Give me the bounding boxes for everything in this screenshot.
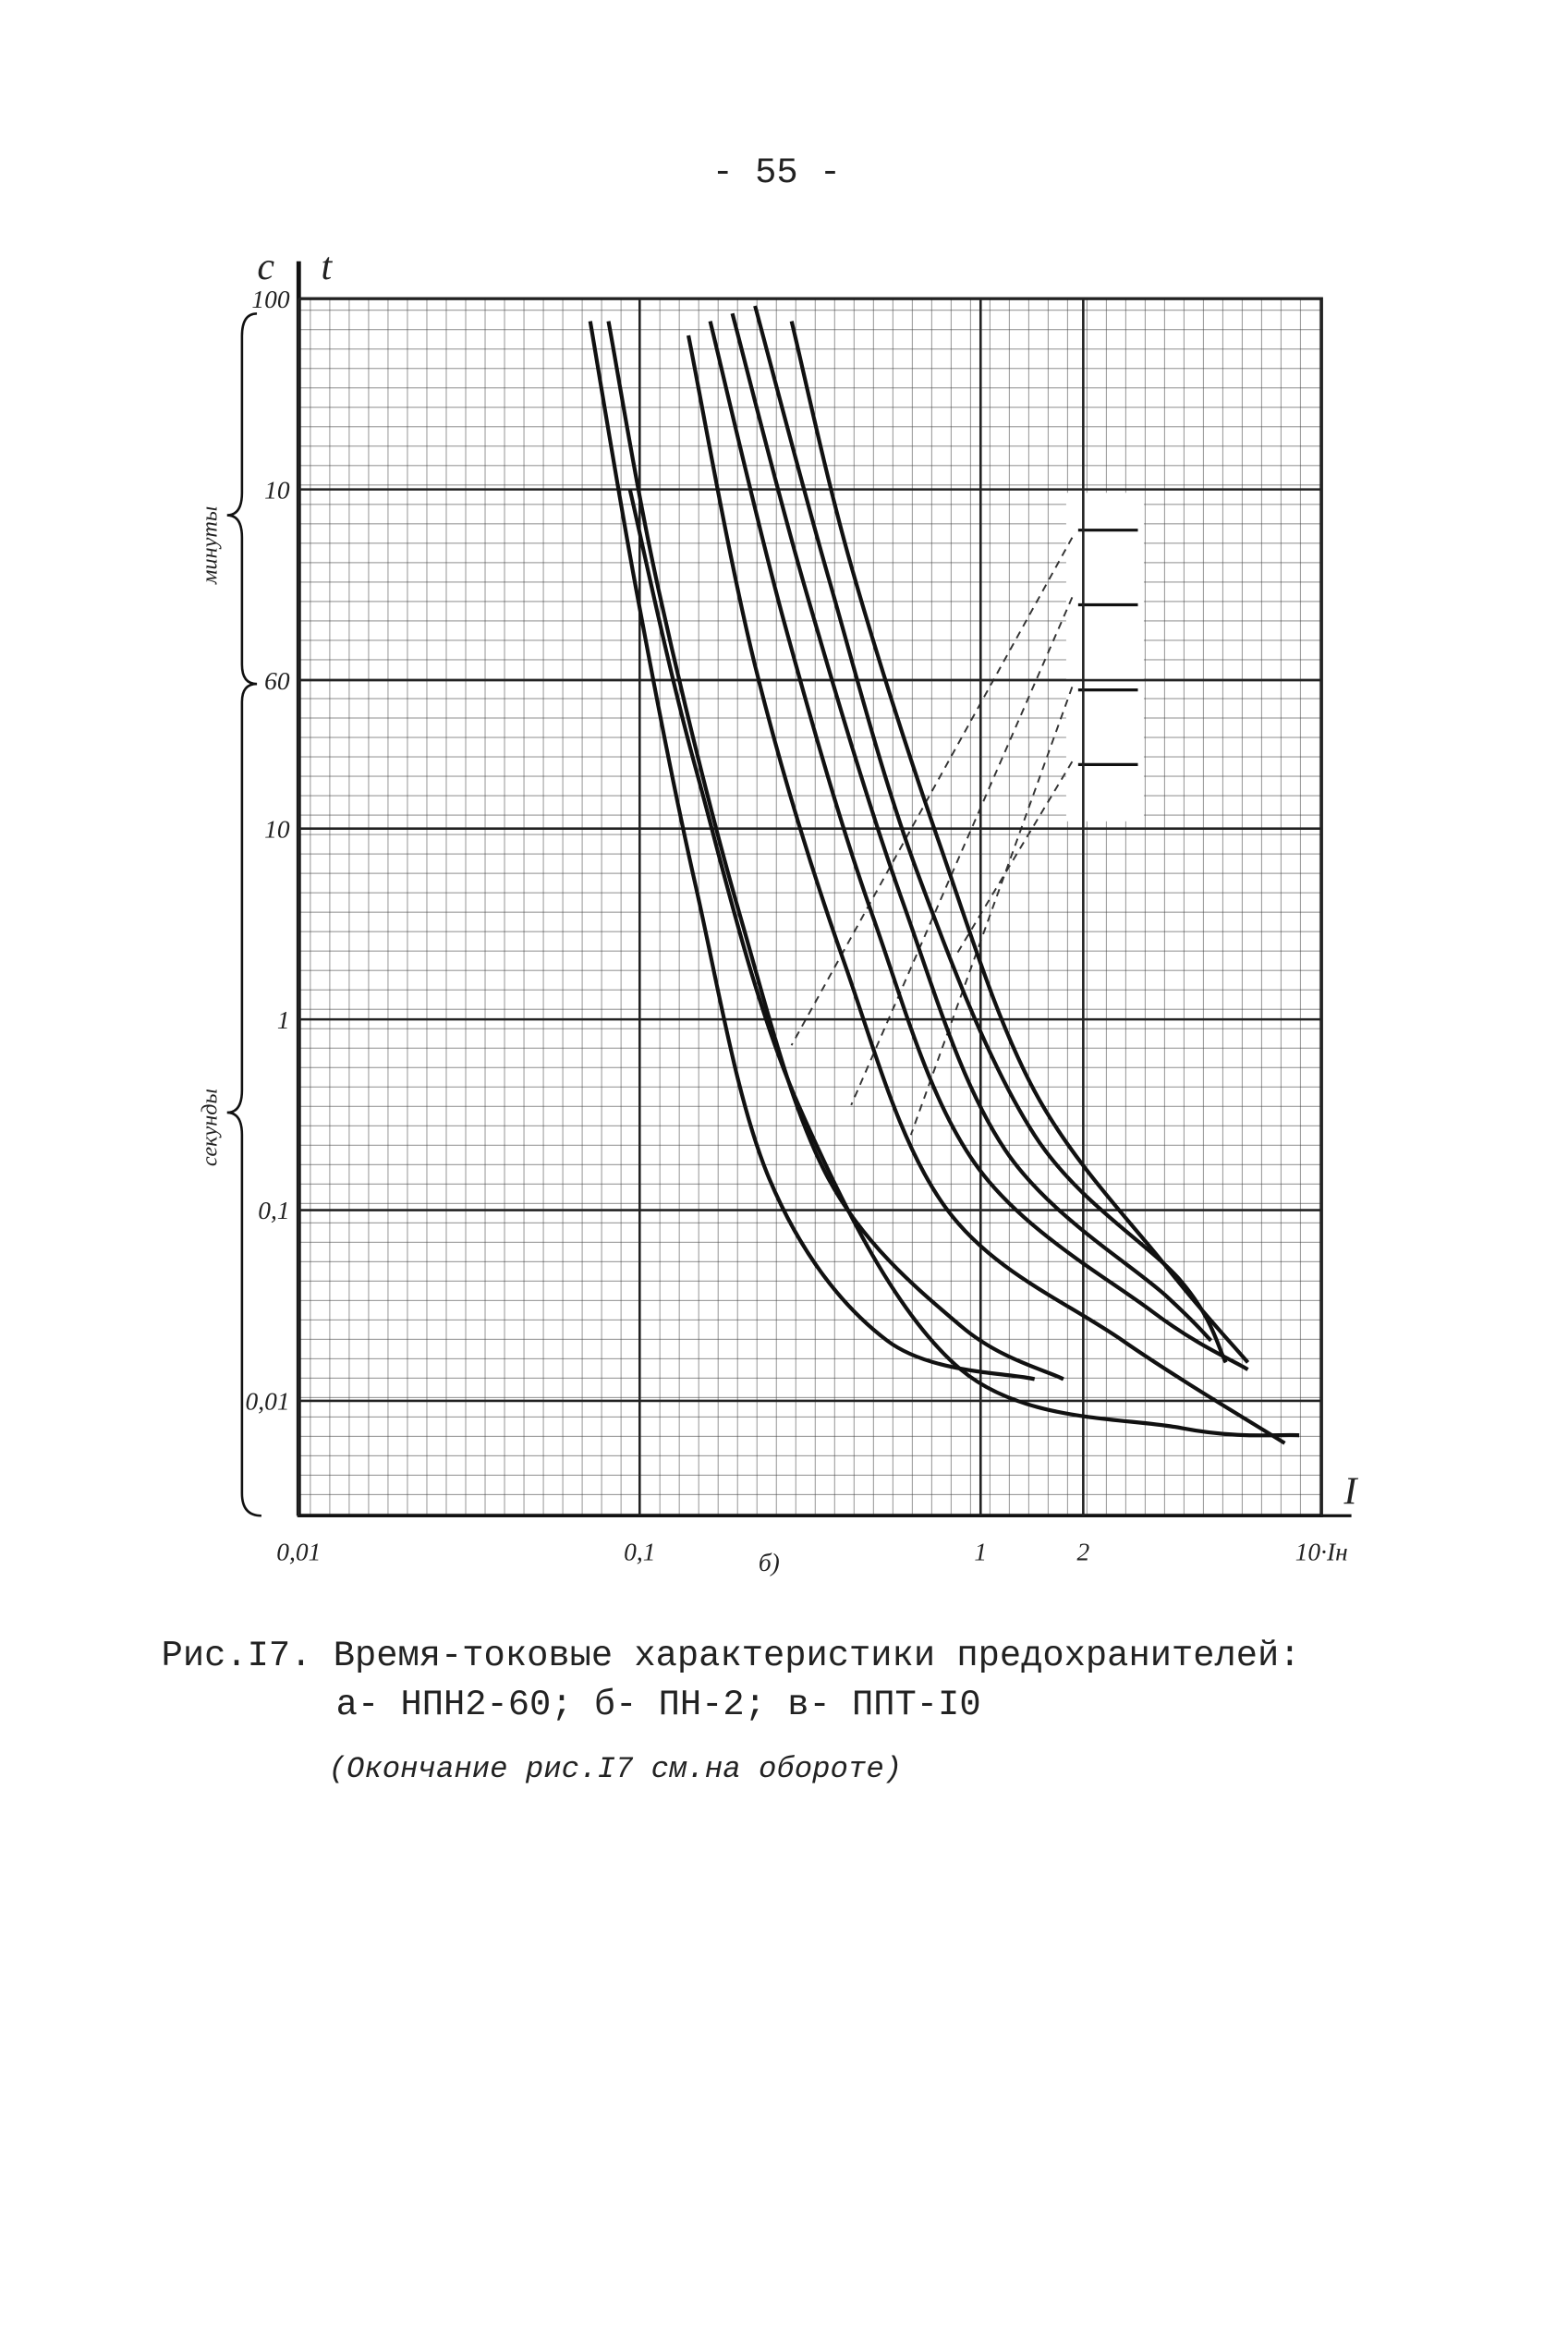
x-tick-label: 0,1 [624,1539,655,1566]
x-axis-label: I [1343,1470,1359,1513]
y-tick-label: 0,1 [258,1197,289,1224]
y-tick-label: 0,01 [246,1388,290,1416]
brace-seconds [226,682,261,1517]
y-tick-label: 10 [264,815,290,843]
x-tick-label: 1 [974,1539,987,1566]
y-tick-label: 1 [277,1006,290,1034]
x-tick-label: 10·Iн [1295,1539,1348,1566]
curve [730,312,1213,1343]
legend-box [1065,493,1144,822]
y-unit: c [257,246,274,288]
curve [588,321,1036,1381]
x-tick-label: 0,01 [276,1539,321,1566]
minutes-label: минуты [197,506,222,585]
legend-marks [1077,529,1138,767]
x-tick-label: 2 [1076,1539,1089,1566]
sub-label: б) [759,1549,780,1576]
y-tick-label: 10 [264,476,290,504]
y-tick-label: 60 [264,667,290,695]
y-axis-label: t [322,246,334,288]
minor-grid [298,298,1322,1516]
y-tick-label: 100 [251,286,289,313]
brace-minutes [226,312,258,686]
seconds-label: секунды [197,1089,222,1166]
curve [686,335,1286,1445]
caption-line: Рис.I7. Время-токовые характеристики пре… [162,1636,1301,1676]
page-number: - 55 - [712,152,842,193]
curve [789,321,1250,1364]
curve [627,489,1300,1438]
curve [606,321,1064,1381]
caption-line: а- НПН2-60; б- ПН-2; в- ППТ-I0 [336,1685,981,1725]
curve [708,321,1249,1371]
caption-note: (Окончание рис.I7 см.на обороте) [329,1752,903,1786]
